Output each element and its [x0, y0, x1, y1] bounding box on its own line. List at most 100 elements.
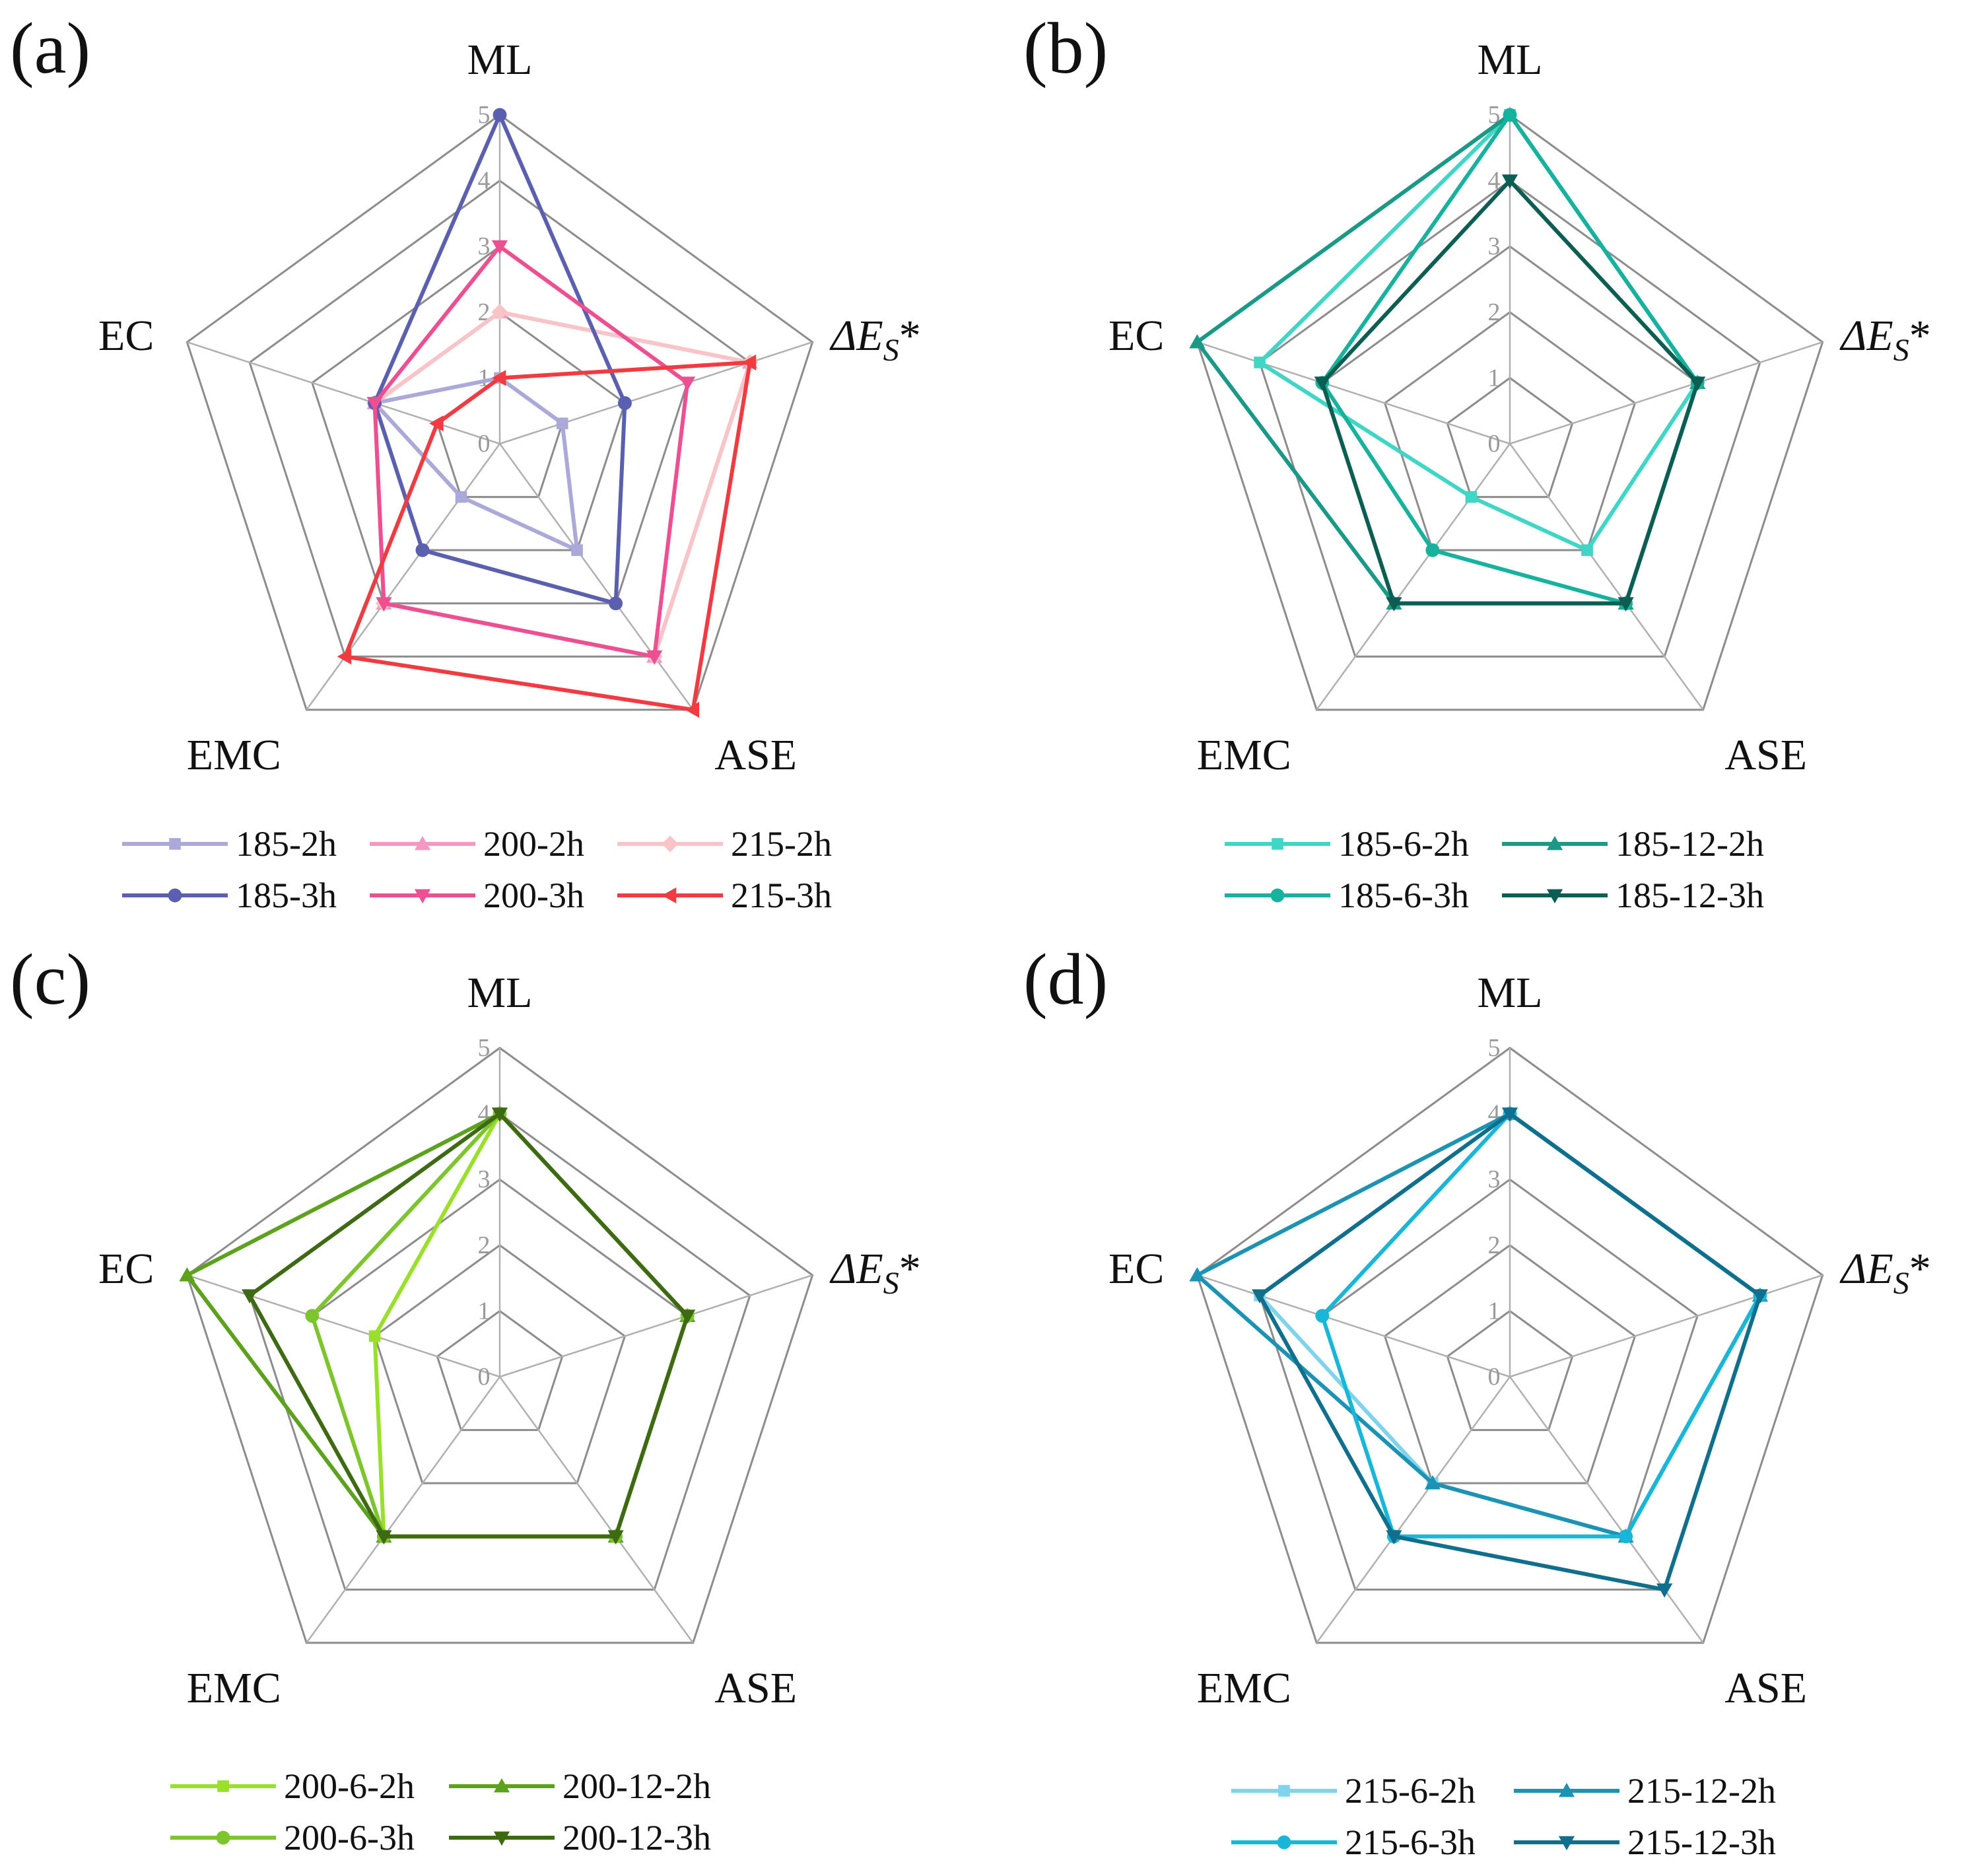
- axis-spoke: [499, 1274, 813, 1378]
- legend-label: 200-6-3h: [284, 1818, 415, 1858]
- series-215-12-3h: [1251, 1107, 1769, 1598]
- legend-marker: [1558, 1836, 1575, 1851]
- legend-item-185-12-2h: 185-12-2h: [1502, 824, 1764, 864]
- legend-marker: [216, 1830, 230, 1845]
- series-line-215-2h: [372, 310, 753, 659]
- legend-label: 215-3h: [731, 876, 832, 915]
- grid-ring: [1196, 1047, 1824, 1644]
- legend-label: 215-2h: [731, 824, 832, 864]
- series-line-215-3h: [342, 360, 753, 712]
- scale-tick-label: 2: [1488, 1232, 1501, 1259]
- axis-spoke: [306, 1376, 501, 1644]
- data-point-185-3h-emc: [415, 543, 430, 557]
- legend: 200-6-2h 200-12-2h 200-6-3h 200-12-3h: [170, 1766, 711, 1858]
- scale-tick-label: 3: [1488, 1165, 1501, 1193]
- scale-tick-label: 1: [478, 1297, 491, 1325]
- legend-label: 200-3h: [483, 876, 584, 915]
- scale-tick-label: 5: [1488, 1034, 1501, 1062]
- legend-label: 185-3h: [236, 876, 337, 915]
- axis-label-ec: EC: [98, 1245, 154, 1293]
- data-point-215-6-3h-ase: [1619, 1529, 1633, 1544]
- data-point-215-12-2h-ec: [1189, 1267, 1206, 1282]
- legend-label: 200-12-2h: [562, 1766, 711, 1806]
- data-point-185-2h-ase: [571, 544, 583, 556]
- legend-label: 185-12-2h: [1616, 824, 1764, 864]
- axis-spoke: [1509, 443, 1704, 711]
- axis-label-e-s: ΔES*: [829, 1245, 921, 1301]
- axis-spoke: [498, 1376, 694, 1644]
- axis-label-e-s: ΔES*: [1839, 312, 1931, 368]
- series-line-200-12-3h: [247, 1111, 690, 1539]
- data-point-215-6-3h-ec: [1315, 1309, 1330, 1323]
- axis-spoke: [186, 341, 500, 445]
- scale-tick-label: 1: [1488, 364, 1501, 392]
- data-point-185-6-3h-emc: [1425, 543, 1440, 557]
- scale-tick-label: 3: [478, 232, 491, 260]
- axis-spoke: [1316, 1376, 1511, 1644]
- legend-item-200-12-2h: 200-12-2h: [449, 1766, 711, 1806]
- panel-label: (a): [10, 8, 90, 88]
- data-point-185-12-3h-ec: [1314, 376, 1330, 391]
- series-200-12-2h: [179, 1105, 696, 1543]
- grid-ring: [1383, 1243, 1637, 1484]
- scale-tick-label: 0: [478, 1363, 491, 1391]
- legend-marker: [169, 838, 181, 850]
- data-point-185-12-3h-e-s: [1689, 376, 1706, 391]
- axis-label-emc: EMC: [187, 731, 281, 779]
- legend-marker: [493, 1778, 510, 1793]
- legend: 185-6-2h 185-12-2h 185-6-3h 185-12-3h: [1225, 824, 1764, 915]
- scale-tick-label: 5: [478, 101, 491, 129]
- data-point-185-12-3h-ml: [1501, 174, 1518, 189]
- axis-label-ase: ASE: [714, 1664, 797, 1712]
- series-line-185-3h: [372, 110, 627, 606]
- axis-label-ec: EC: [1108, 312, 1164, 360]
- axis-spoke: [1196, 1274, 1511, 1378]
- legend-item-215-6-2h: 215-6-2h: [1231, 1771, 1476, 1811]
- scale-tick-label: 0: [1488, 430, 1501, 458]
- series-line-200-3h: [372, 244, 690, 659]
- scale-tick-label: 1: [1488, 1297, 1501, 1325]
- data-point-215-12-3h-ase: [1656, 1583, 1673, 1598]
- legend-marker: [1546, 889, 1563, 904]
- axis-label-emc: EMC: [187, 1664, 281, 1712]
- legend-item-185-12-3h: 185-12-3h: [1502, 876, 1764, 915]
- legend-label: 215-6-2h: [1345, 1771, 1476, 1811]
- legend-label: 185-6-2h: [1338, 824, 1469, 864]
- data-point-200-6-2h-ec: [368, 1330, 381, 1342]
- scale-tick-label: 4: [1488, 167, 1501, 195]
- series-line-185-6-2h: [1256, 112, 1700, 553]
- axis-label-emc: EMC: [1197, 1664, 1291, 1712]
- legend-item-200-3h: 200-3h: [370, 876, 584, 915]
- data-point-200-3h-ec: [366, 397, 383, 411]
- legend-marker: [493, 1831, 510, 1846]
- axis-spoke: [1316, 443, 1511, 711]
- legend-label: 215-6-3h: [1345, 1823, 1476, 1862]
- data-point-215-3h-ase: [685, 701, 700, 718]
- legend-item-200-12-3h: 200-12-3h: [449, 1818, 711, 1858]
- scale-tick-label: 0: [478, 430, 491, 458]
- grid-ring: [436, 1309, 564, 1432]
- data-point-215-3h-e-s: [741, 354, 757, 370]
- legend: 215-6-2h 215-12-2h 215-6-3h 215-12-3h: [1231, 1771, 1776, 1862]
- legend-marker: [217, 1780, 229, 1792]
- legend-marker: [1277, 1835, 1291, 1850]
- axis-spoke: [1196, 341, 1511, 445]
- legend-item-200-6-2h: 200-6-2h: [170, 1766, 415, 1806]
- data-point-215-12-3h-emc: [1386, 1530, 1402, 1545]
- legend-label: 215-12-3h: [1627, 1823, 1776, 1862]
- data-point-200-3h-ase: [646, 650, 663, 665]
- series-line-185-2h: [370, 376, 580, 554]
- legend-item-185-3h: 185-3h: [122, 876, 337, 915]
- axis-spoke: [1509, 1376, 1704, 1644]
- legend-item-215-12-3h: 215-12-3h: [1514, 1823, 1776, 1862]
- data-point-215-12-2h-emc: [1424, 1475, 1441, 1490]
- axis-label-ec: EC: [98, 312, 154, 360]
- series-line-185-6-3h: [1320, 111, 1700, 606]
- legend-marker: [1272, 838, 1283, 850]
- axis-label-ase: ASE: [714, 731, 797, 779]
- axis-label-ml: ML: [467, 969, 533, 1017]
- data-point-215-12-3h-e-s: [1752, 1289, 1769, 1303]
- data-point-185-12-3h-ase: [1617, 597, 1634, 611]
